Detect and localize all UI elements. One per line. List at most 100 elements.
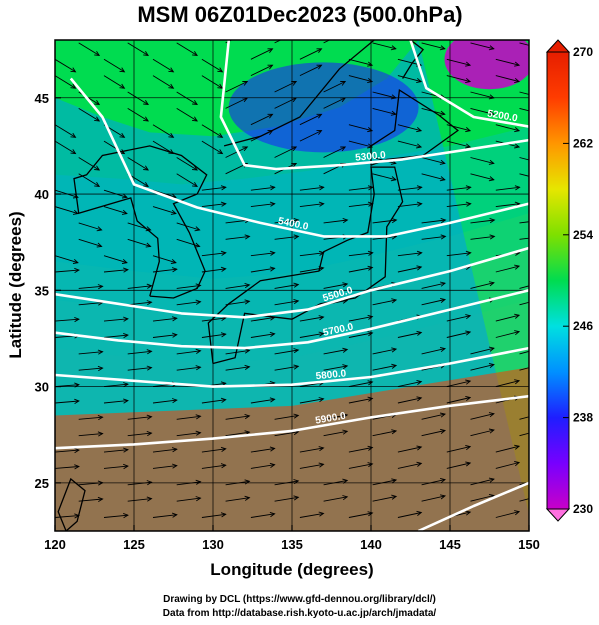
wind-line bbox=[225, 497, 250, 502]
wind-arrowhead bbox=[465, 314, 472, 320]
wind-line bbox=[323, 349, 348, 355]
wind-arrowhead bbox=[488, 176, 495, 182]
x-tick-label: 125 bbox=[123, 537, 145, 552]
wind-arrowhead bbox=[488, 159, 495, 165]
wind-arrowhead bbox=[439, 110, 446, 116]
wind-line bbox=[225, 349, 250, 355]
wind-line bbox=[152, 206, 177, 215]
wind-arrowhead bbox=[269, 266, 276, 272]
colorbar-lower-arrow bbox=[545, 508, 571, 522]
wind-line bbox=[421, 479, 446, 486]
contour-label: 5900.0 bbox=[315, 411, 347, 427]
wind-line bbox=[519, 350, 529, 355]
wind-arrowhead bbox=[465, 250, 472, 256]
wind-line bbox=[495, 58, 520, 66]
wind-line bbox=[127, 301, 152, 306]
wind-arrowhead bbox=[318, 201, 325, 207]
wind-line bbox=[446, 75, 471, 83]
wind-arrowhead bbox=[367, 265, 374, 271]
wind-line bbox=[152, 255, 177, 264]
wind-line bbox=[323, 219, 348, 224]
wind-line bbox=[55, 124, 76, 138]
wind-arrowhead bbox=[195, 299, 202, 305]
contour-label: 5200.0 bbox=[486, 108, 518, 124]
wind-line bbox=[372, 495, 397, 502]
wind-line bbox=[323, 97, 346, 109]
wind-line bbox=[274, 349, 299, 355]
wind-line bbox=[446, 252, 471, 257]
wind-arrowhead bbox=[514, 330, 521, 336]
wind-arrowhead bbox=[123, 512, 129, 519]
wind-line bbox=[323, 81, 346, 93]
wind-arrowhead bbox=[74, 398, 80, 404]
wind-line bbox=[103, 514, 128, 518]
wind-line bbox=[470, 219, 495, 224]
wind-arrowhead bbox=[192, 165, 198, 171]
wind-arrowhead bbox=[267, 130, 274, 135]
wind-arrowhead bbox=[70, 132, 77, 138]
wind-arrowhead bbox=[318, 446, 325, 452]
wind-arrowhead bbox=[342, 495, 349, 501]
wind-line bbox=[470, 235, 495, 240]
wind-arrowhead bbox=[391, 347, 398, 353]
wind-arrowhead bbox=[538, 177, 543, 181]
wind-line bbox=[250, 513, 275, 518]
x-tick-label: 135 bbox=[281, 537, 303, 552]
wind-arrowhead bbox=[416, 445, 423, 451]
wind-line bbox=[372, 299, 397, 306]
wind-line bbox=[55, 189, 79, 198]
wind-arrowhead bbox=[123, 382, 129, 388]
wind-line bbox=[78, 482, 103, 486]
wind-arrowhead bbox=[170, 258, 177, 264]
wind-arrowhead bbox=[316, 48, 323, 53]
wind-arrowhead bbox=[514, 61, 521, 67]
wind-line bbox=[127, 481, 152, 486]
wind-arrowhead bbox=[488, 363, 495, 369]
wind-arrowhead bbox=[195, 283, 202, 289]
wind-line bbox=[78, 416, 103, 420]
wind-line bbox=[519, 157, 529, 161]
wind-arrowhead bbox=[367, 314, 374, 320]
cold-pool bbox=[228, 62, 419, 153]
wind-line bbox=[225, 97, 248, 109]
wind-arrowhead bbox=[340, 146, 347, 152]
chart-title: MSM 06Z01Dec2023 (500.0hPa) bbox=[137, 2, 462, 27]
wind-line bbox=[470, 495, 495, 502]
wind-line bbox=[421, 173, 445, 181]
wind-arrowhead bbox=[538, 347, 543, 351]
wind-line bbox=[495, 203, 520, 208]
wind-arrowhead bbox=[514, 444, 521, 450]
wind-arrowhead bbox=[293, 413, 300, 419]
wind-line bbox=[250, 186, 275, 191]
wind-line bbox=[78, 367, 103, 371]
wind-line bbox=[446, 331, 471, 338]
wind-arrowhead bbox=[74, 464, 80, 470]
wind-line bbox=[421, 42, 445, 50]
wind-line bbox=[78, 173, 100, 187]
y-axis-label: Latitude (degrees) bbox=[6, 211, 25, 358]
wind-arrowhead bbox=[146, 480, 153, 486]
wind-line bbox=[470, 282, 495, 289]
wind-arrowhead bbox=[416, 250, 423, 256]
wind-arrowhead bbox=[244, 479, 251, 485]
wind-line bbox=[519, 221, 529, 224]
wind-arrowhead bbox=[269, 315, 276, 321]
wind-arrowhead bbox=[318, 266, 325, 272]
wind-arrowhead bbox=[488, 346, 495, 352]
wind-line bbox=[299, 130, 322, 142]
colorbar-tick-label: 246 bbox=[573, 319, 593, 333]
wind-line bbox=[127, 350, 152, 355]
wind-arrowhead bbox=[192, 116, 198, 122]
wind-arrowhead bbox=[514, 127, 521, 133]
wind-arrowhead bbox=[367, 511, 374, 517]
wind-arrowhead bbox=[70, 83, 77, 89]
y-tick-label: 45 bbox=[35, 91, 49, 106]
wind-arrowhead bbox=[143, 50, 149, 56]
wind-line bbox=[323, 146, 346, 158]
wind-arrowhead bbox=[74, 447, 80, 454]
wind-line bbox=[78, 498, 103, 502]
y-tick-label: 30 bbox=[35, 380, 49, 395]
wind-line bbox=[250, 316, 275, 322]
wind-arrowhead bbox=[440, 412, 447, 418]
